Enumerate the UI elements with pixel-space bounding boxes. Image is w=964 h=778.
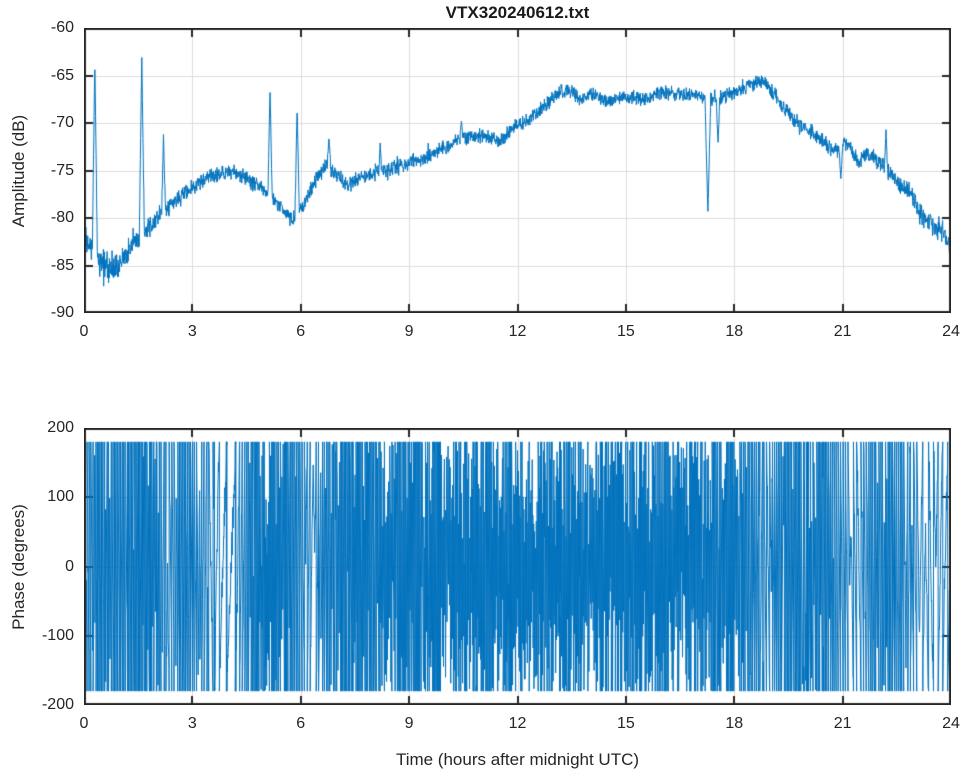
amplitude-y-tick-label: -75: [50, 161, 74, 179]
amplitude-x-tick-label: 0: [79, 323, 89, 340]
phase-x-tick-label: 21: [833, 715, 852, 732]
phase-x-tick-label: 18: [725, 715, 744, 732]
amplitude-y-tick-label: -80: [50, 209, 74, 226]
amplitude-x-tick-label: 9: [404, 323, 414, 340]
amplitude-y-tick-label: -60: [50, 19, 74, 36]
amplitude-y-tick-label: -90: [50, 304, 74, 321]
amplitude-x-tick-label: 3: [187, 323, 197, 340]
amplitude-x-tick-label: 12: [508, 323, 527, 340]
amplitude-x-tick-label: 15: [616, 323, 635, 340]
phase-x-tick-label: 0: [79, 715, 89, 732]
phase-y-tick-label: -100: [41, 626, 74, 644]
time-axis-label: Time (hours after midnight UTC): [395, 750, 640, 769]
amplitude-x-tick-label: 21: [833, 323, 852, 340]
phase-plot-canvas: [84, 428, 951, 705]
phase-x-tick-label: 12: [508, 715, 527, 732]
phase-y-tick-label: 200: [47, 419, 74, 436]
amplitude-x-tick-label: 6: [296, 323, 306, 340]
plot-title: VTX320240612.txt: [445, 3, 590, 22]
amplitude-x-tick-label: 18: [725, 323, 744, 340]
phase-x-tick-label: 3: [187, 715, 197, 732]
amplitude-plot-canvas: [84, 28, 951, 313]
phase-x-tick-label: 9: [404, 715, 414, 732]
phase-y-tick-label: -200: [41, 696, 74, 713]
amplitude-y-tick-label: -65: [50, 66, 74, 84]
amplitude-y-tick-label: -70: [50, 114, 74, 131]
amplitude-x-tick-label: 24: [942, 323, 960, 340]
phase-x-tick-label: 24: [942, 715, 960, 732]
phase-x-tick-label: 6: [296, 715, 306, 732]
phase-y-tick-label: 100: [47, 488, 74, 506]
phase-x-tick-label: 15: [616, 715, 635, 732]
amplitude-y-tick-label: -85: [50, 256, 74, 274]
phase-y-tick-label: 0: [65, 557, 74, 575]
